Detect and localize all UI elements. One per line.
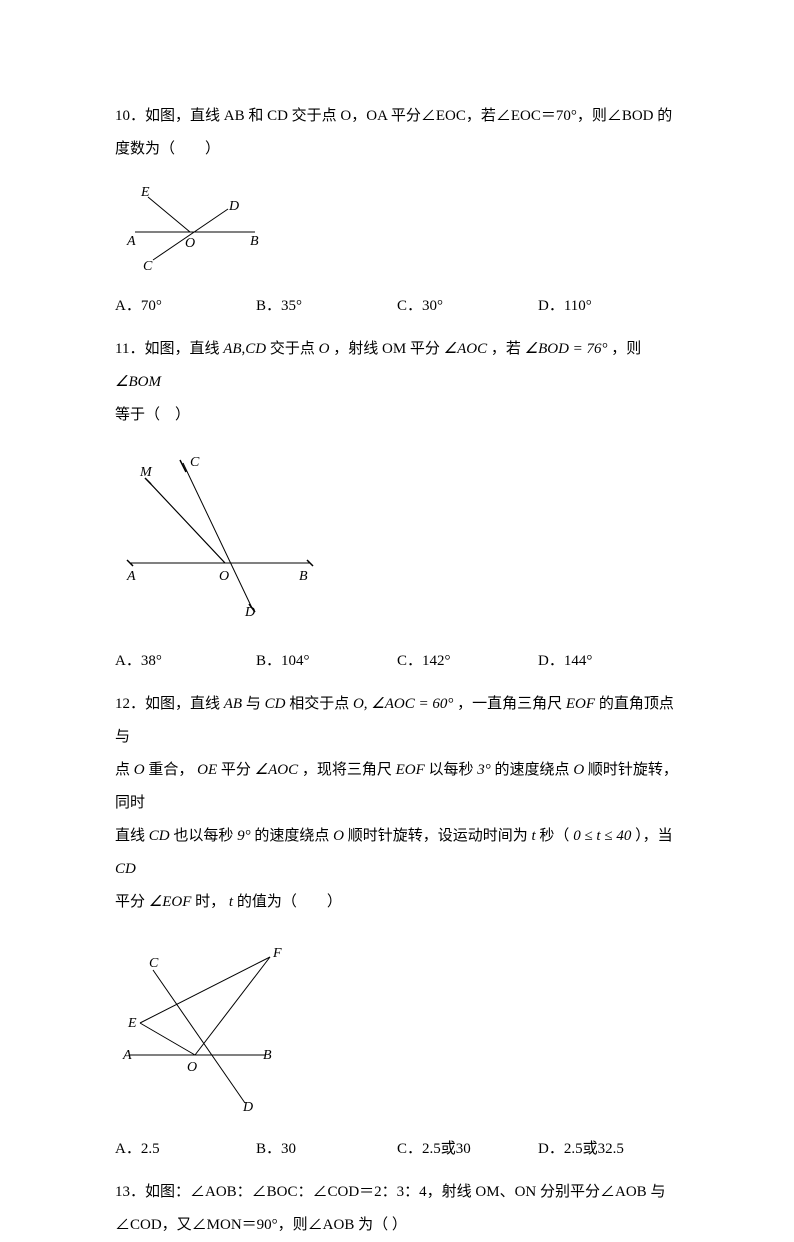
q12-figure: C F E A O B D (115, 935, 679, 1123)
q12-opt-d[interactable]: D．2.5或32.5 (538, 1133, 679, 1166)
svg-text:O: O (187, 1060, 197, 1075)
q10-text: 10．如图，直线 AB 和 CD 交于点 O，OA 平分∠EOC，若∠EOC＝7… (115, 100, 679, 166)
svg-text:C: C (149, 956, 159, 971)
svg-text:A: A (126, 234, 136, 249)
q11-figure: M C A O B D (115, 448, 679, 636)
q10-opt-d[interactable]: D．110° (538, 290, 679, 323)
svg-text:D: D (244, 605, 255, 620)
q10-opt-a[interactable]: A．70° (115, 290, 256, 323)
q12-opt-a[interactable]: A．2.5 (115, 1133, 256, 1166)
q13-text: 13．如图：∠AOB：∠BOC：∠COD＝2：3：4，射线 OM、ON 分别平分… (115, 1176, 679, 1242)
q10-options: A．70° B．35° C．30° D．110° (115, 290, 679, 323)
q12-opt-c[interactable]: C．2.5或30 (397, 1133, 538, 1166)
svg-text:A: A (126, 569, 136, 584)
svg-text:A: A (122, 1048, 132, 1063)
svg-text:D: D (242, 1100, 253, 1115)
svg-text:B: B (299, 569, 308, 584)
q12-opt-b[interactable]: B．30 (256, 1133, 397, 1166)
q11-opt-a[interactable]: A．38° (115, 645, 256, 678)
q11-opt-d[interactable]: D．144° (538, 645, 679, 678)
svg-text:E: E (140, 185, 150, 200)
q11-opt-b[interactable]: B．104° (256, 645, 397, 678)
svg-text:F: F (272, 946, 282, 961)
svg-text:B: B (263, 1048, 272, 1063)
q11-text: 11．如图，直线 AB,CD 交于点 O ，射线 OM 平分 ∠AOC ，若 ∠… (115, 333, 679, 432)
svg-text:O: O (219, 569, 229, 584)
svg-text:C: C (190, 455, 200, 470)
svg-text:M: M (139, 465, 153, 480)
svg-text:E: E (127, 1016, 137, 1031)
q12-text: 12．如图，直线 AB 与 CD 相交于点 O, ∠AOC = 60° ，一直角… (115, 688, 679, 919)
q12-options: A．2.5 B．30 C．2.5或30 D．2.5或32.5 (115, 1133, 679, 1166)
svg-text:D: D (228, 199, 239, 214)
q10-opt-b[interactable]: B．35° (256, 290, 397, 323)
svg-text:B: B (250, 234, 259, 249)
q10-opt-c[interactable]: C．30° (397, 290, 538, 323)
svg-text:C: C (143, 259, 153, 272)
q11-options: A．38° B．104° C．142° D．144° (115, 645, 679, 678)
q11-opt-c[interactable]: C．142° (397, 645, 538, 678)
svg-text:O: O (185, 236, 195, 251)
q10-figure: E D A O B C (115, 182, 679, 280)
